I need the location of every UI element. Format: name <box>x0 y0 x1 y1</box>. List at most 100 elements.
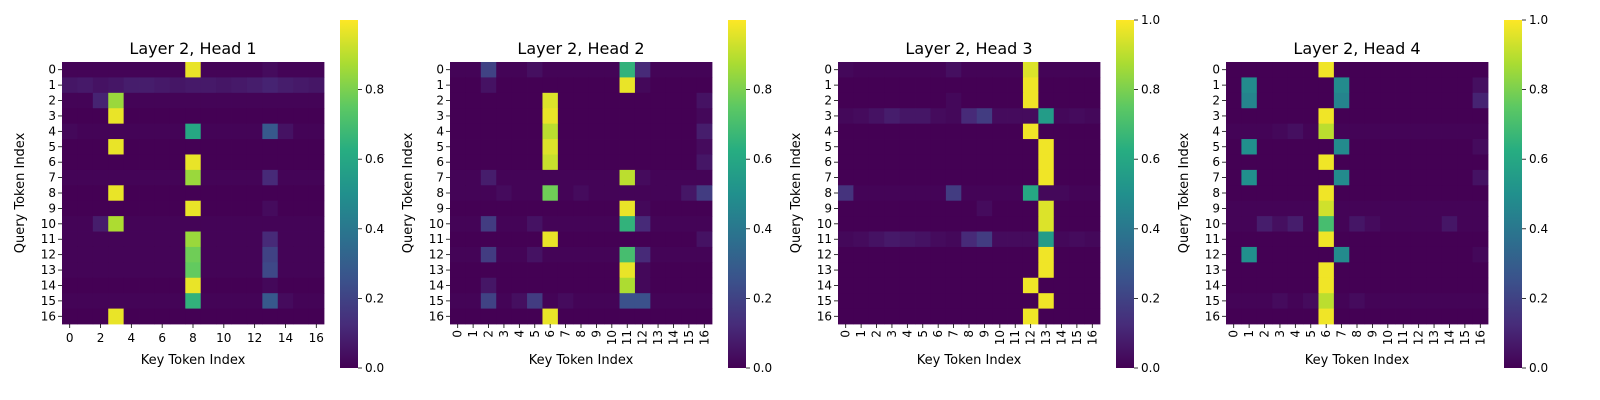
heatmap-cell <box>277 92 294 109</box>
heatmap-cell <box>496 216 513 232</box>
heatmap-cell <box>1380 262 1396 279</box>
heatmap-cell <box>1333 62 1350 78</box>
heatmap-cell <box>108 169 125 186</box>
heatmap-cell <box>838 216 854 232</box>
heatmap-cell <box>1256 231 1273 248</box>
heatmap-cell <box>465 123 482 140</box>
heatmap-cell <box>665 246 682 263</box>
heatmap-cell <box>634 262 651 279</box>
heatmap-cell <box>650 200 667 217</box>
x-tick-label: 1 <box>466 330 480 338</box>
y-tick-label: 6 <box>436 155 444 169</box>
heatmap-cell <box>262 200 279 217</box>
heatmap-cell <box>246 139 263 155</box>
heatmap-cell <box>1287 200 1304 217</box>
heatmap-cell <box>231 308 248 325</box>
heatmap-cell <box>480 154 497 171</box>
heatmap-cell <box>1410 77 1427 94</box>
heatmap-cell <box>1349 293 1366 309</box>
x-tick-label: 15 <box>1070 330 1084 345</box>
heatmap-cell <box>139 246 155 263</box>
heatmap-cell <box>1395 262 1412 279</box>
heatmap-cell <box>1441 92 1458 109</box>
heatmap-cell <box>588 262 605 279</box>
heatmap-cell <box>231 231 248 248</box>
colorbar <box>728 20 746 368</box>
heatmap-cell <box>665 308 682 325</box>
heatmap-cell <box>634 277 651 294</box>
heatmap-cell <box>945 123 962 140</box>
heatmap-cell <box>1395 293 1412 309</box>
heatmap-cell <box>231 246 248 263</box>
heatmap-cell <box>450 216 466 232</box>
heatmap-cell <box>976 231 993 248</box>
y-tick-label: 5 <box>48 140 56 154</box>
heatmap-cell <box>277 200 294 217</box>
heatmap-cell <box>123 108 140 125</box>
heatmap-cell <box>1380 92 1396 109</box>
heatmap-cell <box>77 123 94 140</box>
heatmap-cell <box>465 185 482 202</box>
heatmap-cell <box>665 231 682 248</box>
heatmap-cell <box>1364 92 1381 109</box>
heatmap-cell <box>139 123 155 140</box>
x-tick-label: 16 <box>697 330 711 345</box>
x-tick-label: 2 <box>482 330 496 338</box>
y-tick-label: 13 <box>429 263 444 277</box>
heatmap-cell <box>465 277 482 294</box>
heatmap-cell <box>665 200 682 217</box>
heatmap-cell <box>573 277 590 294</box>
heatmap-cell <box>1053 200 1070 217</box>
heatmap-cell <box>588 308 605 325</box>
heatmap-cell <box>496 308 513 325</box>
heatmap-cell <box>1426 308 1443 325</box>
colorbar-tick-label: 0.6 <box>1529 152 1548 166</box>
y-tick-label: 4 <box>1212 124 1220 138</box>
y-tick-label: 8 <box>436 186 444 200</box>
heatmap-cell <box>1441 231 1458 248</box>
heatmap-cell <box>1349 108 1366 125</box>
heatmap-cell <box>868 308 885 325</box>
heatmap-cell <box>200 77 217 94</box>
heatmap-cell <box>634 231 651 248</box>
heatmap-cell <box>480 216 497 232</box>
heatmap-cell <box>634 308 651 325</box>
heatmap-cell <box>200 185 217 202</box>
heatmap-cell <box>1038 123 1055 140</box>
heatmap-cell <box>139 139 155 155</box>
heatmap-cell <box>1256 139 1273 155</box>
heatmap-cell <box>619 92 636 109</box>
heatmap-cell <box>899 246 916 263</box>
heatmap-cell <box>77 139 94 155</box>
x-tick-label: 4 <box>1288 330 1302 338</box>
heatmap-cell <box>899 62 916 78</box>
heatmap-cell <box>604 108 620 125</box>
heatmap-cell <box>1380 169 1396 186</box>
heatmap-cell <box>1022 154 1039 171</box>
heatmap-cell <box>465 62 482 78</box>
heatmap-cell <box>169 216 186 232</box>
heatmap-cell <box>77 169 94 186</box>
heatmap-cell <box>853 262 870 279</box>
heatmap-cell <box>992 308 1008 325</box>
heatmap-cell <box>573 154 590 171</box>
heatmap-cell <box>853 139 870 155</box>
heatmap-cell <box>293 62 309 78</box>
colorbar-tick-label: 0.0 <box>1529 361 1548 375</box>
heatmap-cell <box>139 277 155 294</box>
heatmap-cell <box>154 308 171 325</box>
heatmap-cell <box>123 277 140 294</box>
heatmap-cell <box>185 262 202 279</box>
heatmap-cell <box>634 92 651 109</box>
heatmap-cell <box>930 293 947 309</box>
colorbar-tick-label: 1.0 <box>1529 13 1548 27</box>
x-tick-label: 12 <box>247 331 262 345</box>
heatmap-cell <box>1038 200 1055 217</box>
heatmap-cell <box>650 154 667 171</box>
heatmap-cell <box>1007 123 1024 140</box>
heatmap-cell <box>1226 123 1242 140</box>
heatmap-cell <box>308 154 325 171</box>
heatmap-cell <box>92 246 109 263</box>
heatmap-cell <box>1053 216 1070 232</box>
heatmap-cell <box>185 62 202 78</box>
